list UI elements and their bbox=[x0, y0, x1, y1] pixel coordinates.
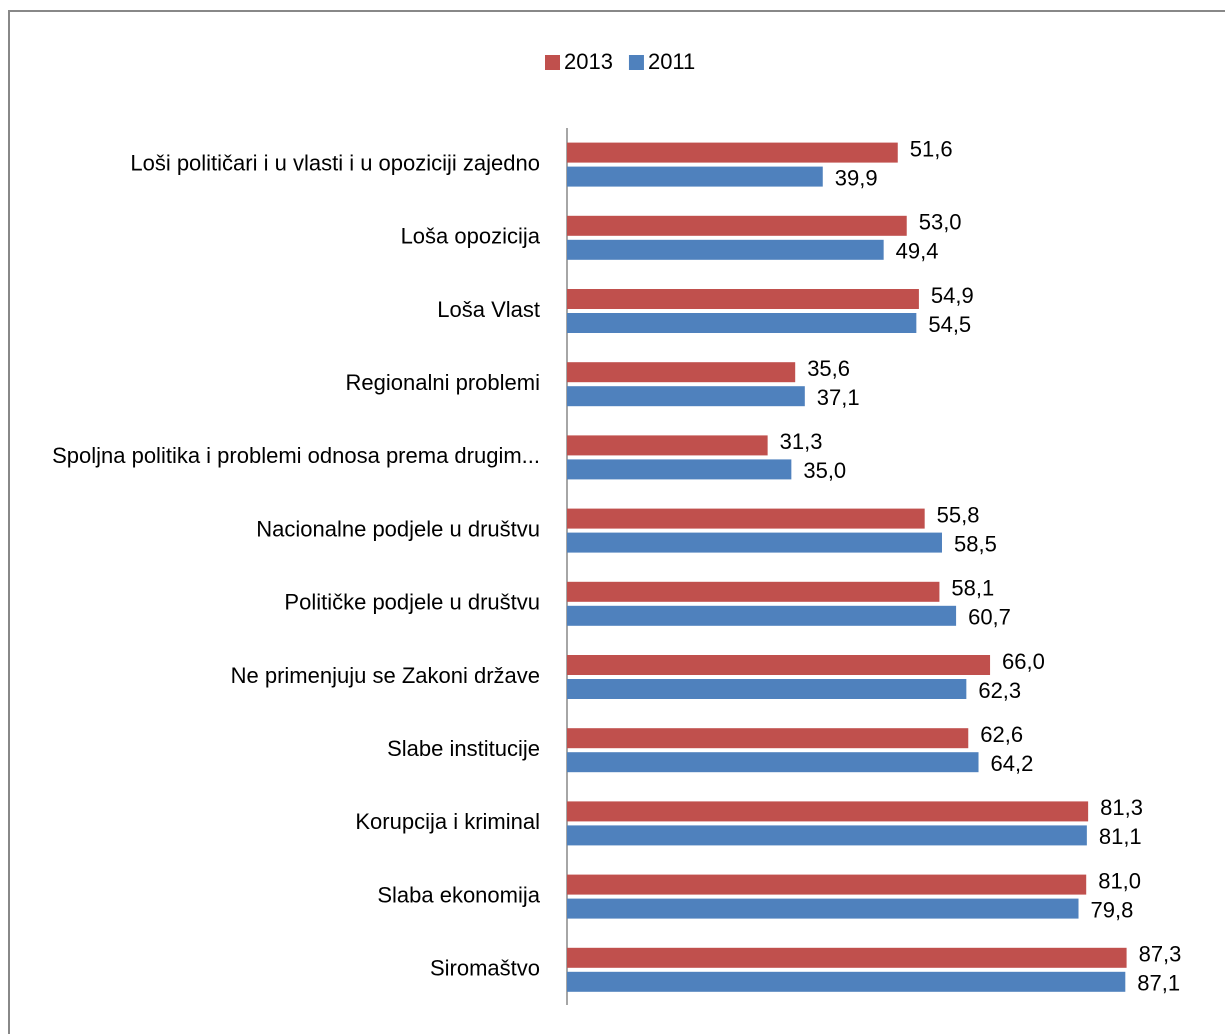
legend-label: 2011 bbox=[648, 49, 695, 74]
bar bbox=[567, 435, 768, 456]
category-label: Korupcija i kriminal bbox=[355, 809, 540, 834]
category-label: Siromaštvo bbox=[430, 956, 540, 981]
value-label: 79,8 bbox=[1091, 897, 1134, 922]
value-label: 39,9 bbox=[835, 165, 878, 190]
value-label: 87,3 bbox=[1139, 942, 1182, 967]
value-label: 66,0 bbox=[1002, 649, 1045, 674]
category-label: Spoljna politika i problemi odnosa prema… bbox=[52, 443, 540, 468]
frame bbox=[8, 10, 1225, 1034]
value-label: 54,9 bbox=[931, 283, 974, 308]
bar bbox=[567, 947, 1127, 968]
value-label: 49,4 bbox=[896, 239, 939, 264]
value-label: 64,2 bbox=[991, 751, 1034, 776]
category-label: Nacionalne podjele u društvu bbox=[256, 516, 540, 541]
legend-label: 2013 bbox=[564, 49, 613, 74]
value-label: 81,1 bbox=[1099, 824, 1142, 849]
bar bbox=[567, 874, 1087, 895]
bar bbox=[567, 752, 979, 773]
value-label: 81,3 bbox=[1100, 795, 1143, 820]
bar bbox=[567, 728, 969, 749]
bar bbox=[567, 971, 1126, 992]
category-label: Loša opozicija bbox=[401, 224, 541, 249]
value-label: 60,7 bbox=[968, 605, 1011, 630]
bar bbox=[567, 362, 796, 383]
bar bbox=[567, 801, 1089, 822]
bar bbox=[567, 679, 967, 699]
bar bbox=[567, 386, 805, 407]
value-label: 58,1 bbox=[951, 576, 994, 601]
value-label: 53,0 bbox=[919, 210, 962, 235]
value-label: 51,6 bbox=[910, 136, 953, 161]
value-label: 37,1 bbox=[817, 385, 860, 410]
category-label: Loši političari i u vlasti i u opoziciji… bbox=[130, 150, 540, 175]
category-label: Slabe institucije bbox=[387, 736, 540, 761]
bar bbox=[567, 313, 917, 333]
bar bbox=[567, 898, 1079, 919]
bar bbox=[567, 166, 823, 187]
bar bbox=[567, 532, 942, 553]
bar bbox=[567, 508, 925, 529]
bar bbox=[567, 215, 907, 236]
bar bbox=[567, 239, 884, 260]
legend-swatch bbox=[628, 55, 644, 70]
bar bbox=[567, 581, 940, 602]
category-label: Ne primenjuju se Zakoni države bbox=[231, 663, 540, 688]
value-label: 35,0 bbox=[803, 458, 846, 483]
legend-swatch bbox=[545, 55, 560, 70]
value-label: 54,5 bbox=[928, 312, 971, 337]
bar bbox=[567, 605, 957, 626]
value-label: 81,0 bbox=[1098, 868, 1141, 893]
bar bbox=[567, 142, 898, 163]
category-label: Loša Vlast bbox=[437, 297, 540, 322]
bar bbox=[567, 825, 1087, 846]
value-label: 31,3 bbox=[780, 429, 823, 454]
value-label: 87,1 bbox=[1137, 971, 1180, 996]
value-label: 62,3 bbox=[978, 678, 1021, 703]
value-label: 55,8 bbox=[937, 502, 980, 527]
category-label: Slaba ekonomija bbox=[377, 882, 540, 907]
value-label: 58,5 bbox=[954, 531, 997, 556]
category-label: Regionalni problemi bbox=[346, 370, 540, 395]
value-label: 35,6 bbox=[807, 356, 850, 381]
bar bbox=[567, 655, 991, 675]
bar bbox=[567, 459, 792, 480]
category-label: Političke podjele u društvu bbox=[284, 590, 540, 615]
bar bbox=[567, 289, 919, 309]
value-label: 62,6 bbox=[980, 722, 1023, 747]
